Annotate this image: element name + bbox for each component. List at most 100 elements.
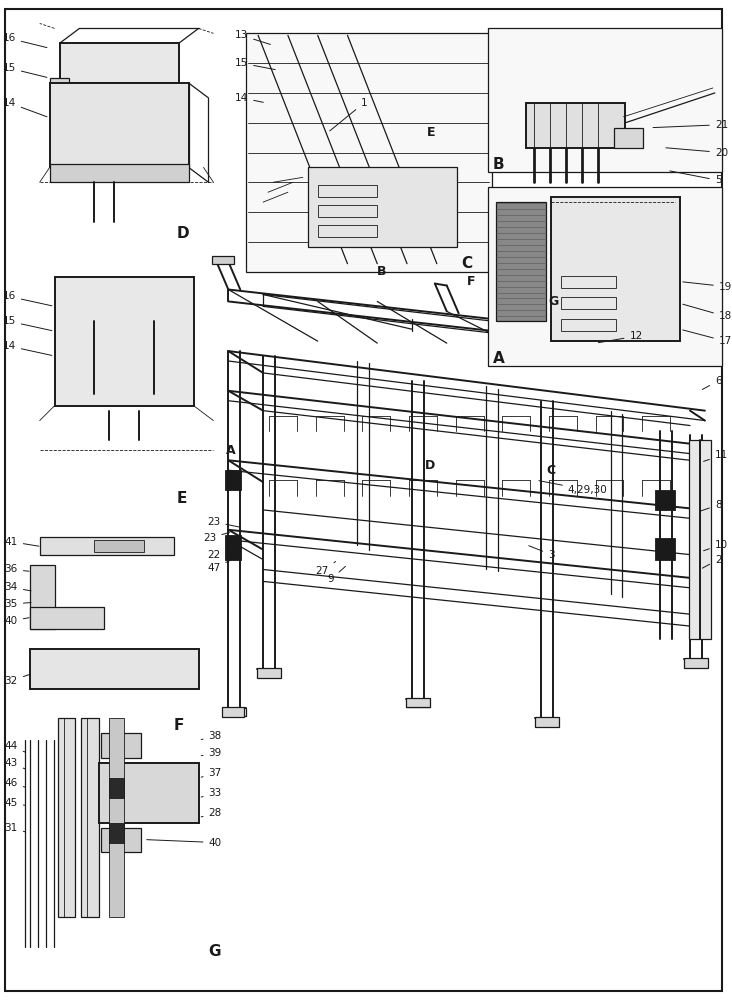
- Ellipse shape: [596, 430, 624, 441]
- Text: 28: 28: [201, 808, 222, 818]
- Bar: [561, 297, 616, 309]
- Bar: [81, 718, 100, 917]
- Bar: [561, 276, 616, 288]
- Ellipse shape: [502, 430, 530, 441]
- Text: 23: 23: [207, 517, 241, 527]
- Text: G: G: [548, 295, 559, 308]
- Text: 20: 20: [666, 148, 728, 158]
- Text: 14: 14: [235, 93, 264, 103]
- Ellipse shape: [94, 384, 154, 404]
- Circle shape: [141, 115, 147, 122]
- Circle shape: [141, 141, 147, 148]
- Ellipse shape: [56, 588, 73, 600]
- Ellipse shape: [409, 494, 437, 506]
- Bar: [684, 658, 708, 668]
- Text: C: C: [546, 464, 555, 477]
- Ellipse shape: [48, 559, 81, 580]
- Circle shape: [58, 141, 65, 148]
- Ellipse shape: [105, 588, 123, 600]
- Ellipse shape: [502, 494, 530, 506]
- Circle shape: [141, 128, 147, 135]
- Text: 18: 18: [683, 304, 732, 321]
- Bar: [50, 164, 189, 182]
- Text: 23: 23: [203, 532, 230, 543]
- Ellipse shape: [456, 494, 484, 506]
- Text: 21: 21: [653, 120, 728, 130]
- Text: 38: 38: [201, 731, 222, 741]
- Text: 3: 3: [529, 546, 555, 560]
- Ellipse shape: [643, 430, 671, 441]
- Circle shape: [58, 154, 65, 161]
- Text: 13: 13: [235, 30, 270, 44]
- Bar: [109, 778, 124, 798]
- Text: 44: 44: [4, 741, 25, 752]
- Text: D: D: [176, 226, 190, 241]
- Circle shape: [141, 154, 147, 161]
- Text: 43: 43: [4, 758, 25, 769]
- Bar: [109, 823, 124, 843]
- Ellipse shape: [596, 494, 624, 506]
- Text: E: E: [427, 126, 436, 139]
- Text: 32: 32: [4, 675, 29, 686]
- Ellipse shape: [362, 494, 390, 506]
- Text: A: A: [493, 351, 504, 366]
- Bar: [257, 668, 281, 678]
- Ellipse shape: [362, 430, 390, 441]
- Bar: [307, 167, 457, 247]
- Bar: [50, 78, 70, 123]
- Text: 19: 19: [683, 282, 732, 292]
- Bar: [644, 301, 666, 309]
- Ellipse shape: [269, 494, 297, 506]
- Bar: [225, 535, 242, 560]
- Bar: [561, 319, 616, 331]
- Bar: [246, 33, 493, 272]
- Text: B: B: [377, 265, 386, 278]
- Bar: [318, 185, 377, 197]
- Ellipse shape: [56, 564, 73, 575]
- Text: G: G: [209, 944, 221, 959]
- Text: 40: 40: [146, 838, 222, 848]
- Bar: [101, 733, 141, 758]
- Text: B: B: [493, 157, 504, 172]
- Text: 40: 40: [4, 616, 29, 626]
- Bar: [58, 718, 75, 917]
- Ellipse shape: [315, 494, 343, 506]
- Ellipse shape: [643, 494, 671, 506]
- Ellipse shape: [549, 494, 577, 506]
- Text: 14: 14: [3, 341, 52, 355]
- Bar: [496, 202, 546, 321]
- Ellipse shape: [409, 430, 437, 441]
- Ellipse shape: [549, 430, 577, 441]
- Text: 27: 27: [315, 562, 335, 576]
- Bar: [30, 607, 104, 629]
- Text: 6: 6: [703, 376, 722, 389]
- Bar: [40, 537, 173, 555]
- Ellipse shape: [94, 311, 154, 331]
- Text: 46: 46: [4, 778, 25, 788]
- Bar: [30, 649, 198, 689]
- Bar: [101, 828, 141, 852]
- Bar: [50, 83, 189, 167]
- Text: F: F: [173, 718, 184, 733]
- Bar: [100, 763, 198, 823]
- Bar: [526, 103, 625, 148]
- Text: 9: 9: [328, 566, 346, 584]
- Ellipse shape: [315, 430, 343, 441]
- Text: 8: 8: [701, 500, 722, 511]
- Text: 15: 15: [3, 63, 47, 77]
- Bar: [655, 490, 675, 510]
- Ellipse shape: [98, 559, 130, 580]
- Text: 47: 47: [207, 561, 230, 573]
- Text: 10: 10: [703, 540, 728, 551]
- Text: 16: 16: [3, 291, 52, 306]
- Bar: [655, 538, 675, 560]
- Ellipse shape: [105, 564, 123, 575]
- Bar: [30, 565, 55, 629]
- Text: 15: 15: [235, 58, 275, 70]
- Bar: [613, 128, 643, 148]
- Text: 45: 45: [4, 798, 25, 808]
- Text: 33: 33: [201, 788, 222, 798]
- Text: E: E: [176, 491, 187, 506]
- Circle shape: [58, 128, 65, 135]
- Text: 12: 12: [599, 331, 643, 343]
